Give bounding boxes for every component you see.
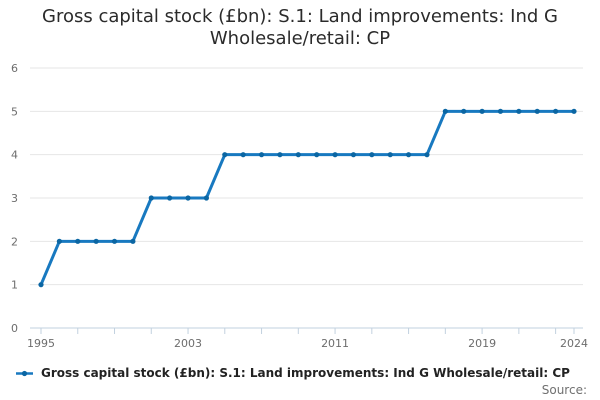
chart-plot-area: 0 1 2 3 4 5 6 1995 2003 2011 2019 2024: [11, 62, 588, 350]
y-tick-label: 2: [11, 235, 18, 248]
data-point: [553, 108, 559, 114]
data-point: [479, 108, 485, 114]
data-point: [277, 152, 283, 158]
data-point: [93, 238, 99, 244]
data-point: [203, 195, 210, 201]
data-point: [497, 108, 504, 114]
series-line: [39, 109, 576, 287]
legend-dot: [21, 370, 28, 376]
data-point: [75, 238, 81, 244]
data-point: [534, 108, 540, 114]
legend-line-marker-icon: [16, 370, 33, 376]
data-point: [222, 152, 228, 158]
data-point: [461, 108, 467, 114]
y-tick-label: 6: [11, 62, 18, 75]
y-tick-label: 5: [11, 105, 18, 118]
data-point: [571, 108, 577, 114]
data-point: [111, 238, 118, 244]
data-point: [350, 152, 357, 158]
source-label: Source:: [541, 383, 587, 397]
data-point: [442, 108, 448, 114]
data-point: [258, 152, 265, 158]
data-point: [56, 238, 62, 244]
data-point: [240, 152, 246, 158]
y-tick-label: 3: [11, 192, 18, 205]
data-point: [405, 152, 412, 158]
data-point: [295, 152, 301, 158]
data-point: [369, 152, 375, 158]
data-point: [387, 152, 393, 158]
legend-label: Gross capital stock (£bn): S.1: Land imp…: [41, 366, 570, 380]
x-tick-label: 2019: [468, 337, 496, 350]
data-point: [185, 195, 191, 201]
chart-title: Gross capital stock (£bn): S.1: Land imp…: [26, 6, 574, 50]
data-point: [424, 152, 430, 158]
y-tick-label: 0: [11, 322, 18, 335]
data-point: [130, 238, 136, 244]
data-point: [516, 108, 522, 114]
data-point: [167, 195, 173, 201]
x-tick-label: 1995: [27, 337, 55, 350]
x-tick-label: 2003: [174, 337, 202, 350]
chart-title-line-1: Gross capital stock (£bn): S.1: Land imp…: [42, 6, 558, 27]
x-tick-label: 2024: [560, 337, 588, 350]
y-tick-label: 1: [11, 279, 18, 292]
chart-title-line-2: Wholesale/retail: CP: [209, 28, 391, 49]
data-point: [332, 152, 338, 158]
data-point: [38, 282, 44, 288]
data-point: [314, 152, 320, 158]
x-tick-label: 2011: [321, 337, 349, 350]
data-point: [148, 195, 154, 201]
legend-item[interactable]: Gross capital stock (£bn): S.1: Land imp…: [16, 366, 570, 380]
y-tick-label: 4: [11, 149, 18, 162]
